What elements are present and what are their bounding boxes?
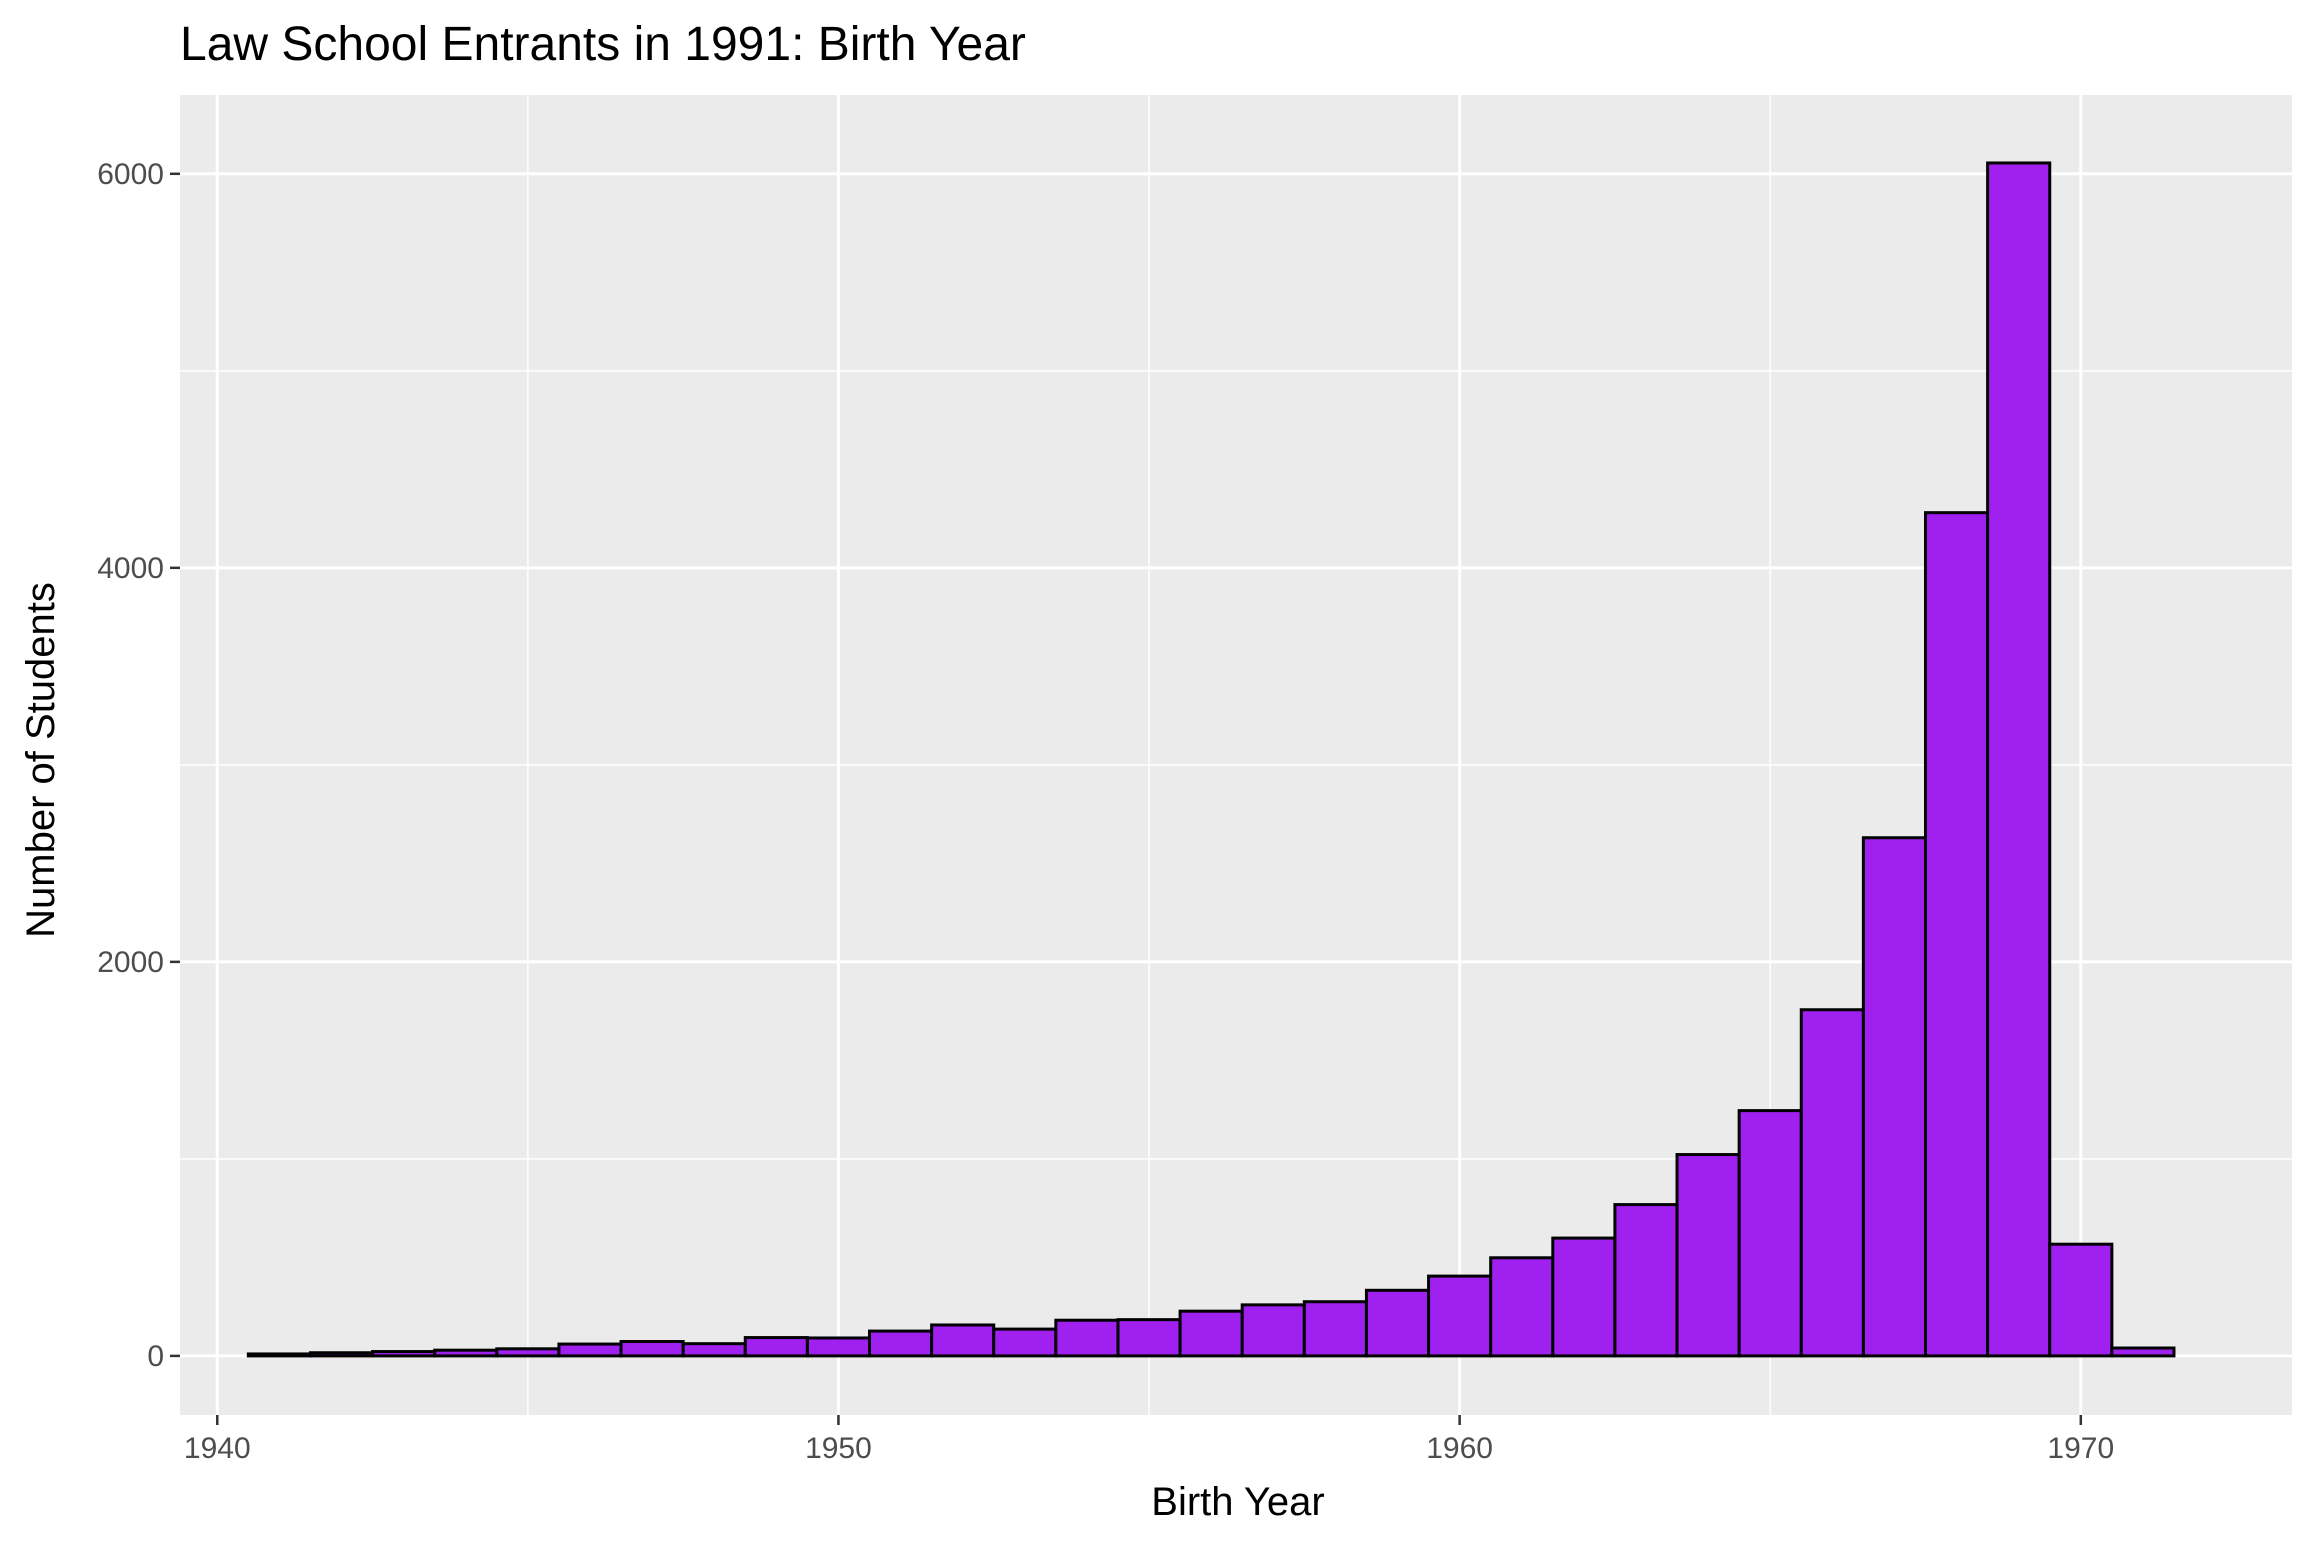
minor-gridlines — [180, 95, 2292, 1415]
histogram-bar-1945 — [495, 1347, 561, 1358]
x-axis-title: Birth Year — [1151, 1480, 1324, 1524]
histogram-bar-1950 — [805, 1336, 872, 1358]
histogram-bar-1941 — [246, 1352, 312, 1358]
histogram-bar-1970 — [2048, 1242, 2114, 1358]
histogram-bar-1967 — [1861, 836, 1928, 1358]
histogram-bar-1961 — [1489, 1256, 1555, 1358]
histogram-bar-1944 — [433, 1348, 499, 1358]
histogram-bar-1962 — [1551, 1236, 1617, 1358]
histogram-bar-1969 — [1986, 161, 2052, 1358]
chart-title: Law School Entrants in 1991: Birth Year — [180, 18, 1026, 71]
y-axis-title: Number of Students — [19, 582, 63, 938]
x-tick-label: 1960 — [1426, 1432, 1493, 1465]
histogram-bar-1951 — [868, 1329, 934, 1358]
histogram-bar-1966 — [1799, 1008, 1865, 1358]
histogram-bar-1949 — [743, 1336, 809, 1358]
x-tick-label: 1940 — [184, 1432, 251, 1465]
histogram-bar-1956 — [1178, 1309, 1244, 1358]
histogram-bars — [246, 161, 2176, 1358]
x-tick-label: 1950 — [805, 1432, 872, 1465]
histogram-bar-1965 — [1737, 1109, 1803, 1358]
histogram-bar-1952 — [930, 1323, 996, 1358]
histogram-bar-1957 — [1240, 1303, 1306, 1358]
histogram-bar-1968 — [1924, 511, 1990, 1358]
histogram-bar-1947 — [619, 1340, 685, 1358]
histogram-bar-1958 — [1302, 1300, 1368, 1358]
histogram-bar-1943 — [371, 1350, 437, 1358]
y-tick-label: 4000 — [97, 552, 164, 585]
histogram-bar-1971 — [2110, 1346, 2176, 1358]
y-tick-label: 6000 — [97, 158, 164, 191]
histogram-bar-1960 — [1427, 1274, 1493, 1358]
x-tick-label: 1970 — [2047, 1432, 2114, 1465]
histogram-bar-1964 — [1675, 1153, 1741, 1358]
histogram-bar-1959 — [1364, 1288, 1431, 1358]
histogram-bar-1963 — [1613, 1203, 1679, 1358]
x-axis-ticks: 1940 1950 1960 1970 — [184, 1415, 2114, 1465]
y-tick-label: 0 — [147, 1340, 164, 1373]
histogram-bar-1948 — [681, 1342, 747, 1358]
histogram-bar-1946 — [557, 1342, 623, 1358]
histogram-bar-1942 — [308, 1351, 375, 1358]
histogram-bar-1954 — [1054, 1318, 1120, 1358]
y-tick-label: 2000 — [97, 946, 164, 979]
histogram-bar-1953 — [992, 1327, 1058, 1358]
y-axis-ticks: 0 2000 4000 6000 — [97, 158, 180, 1373]
histogram-bar-1955 — [1116, 1318, 1182, 1358]
